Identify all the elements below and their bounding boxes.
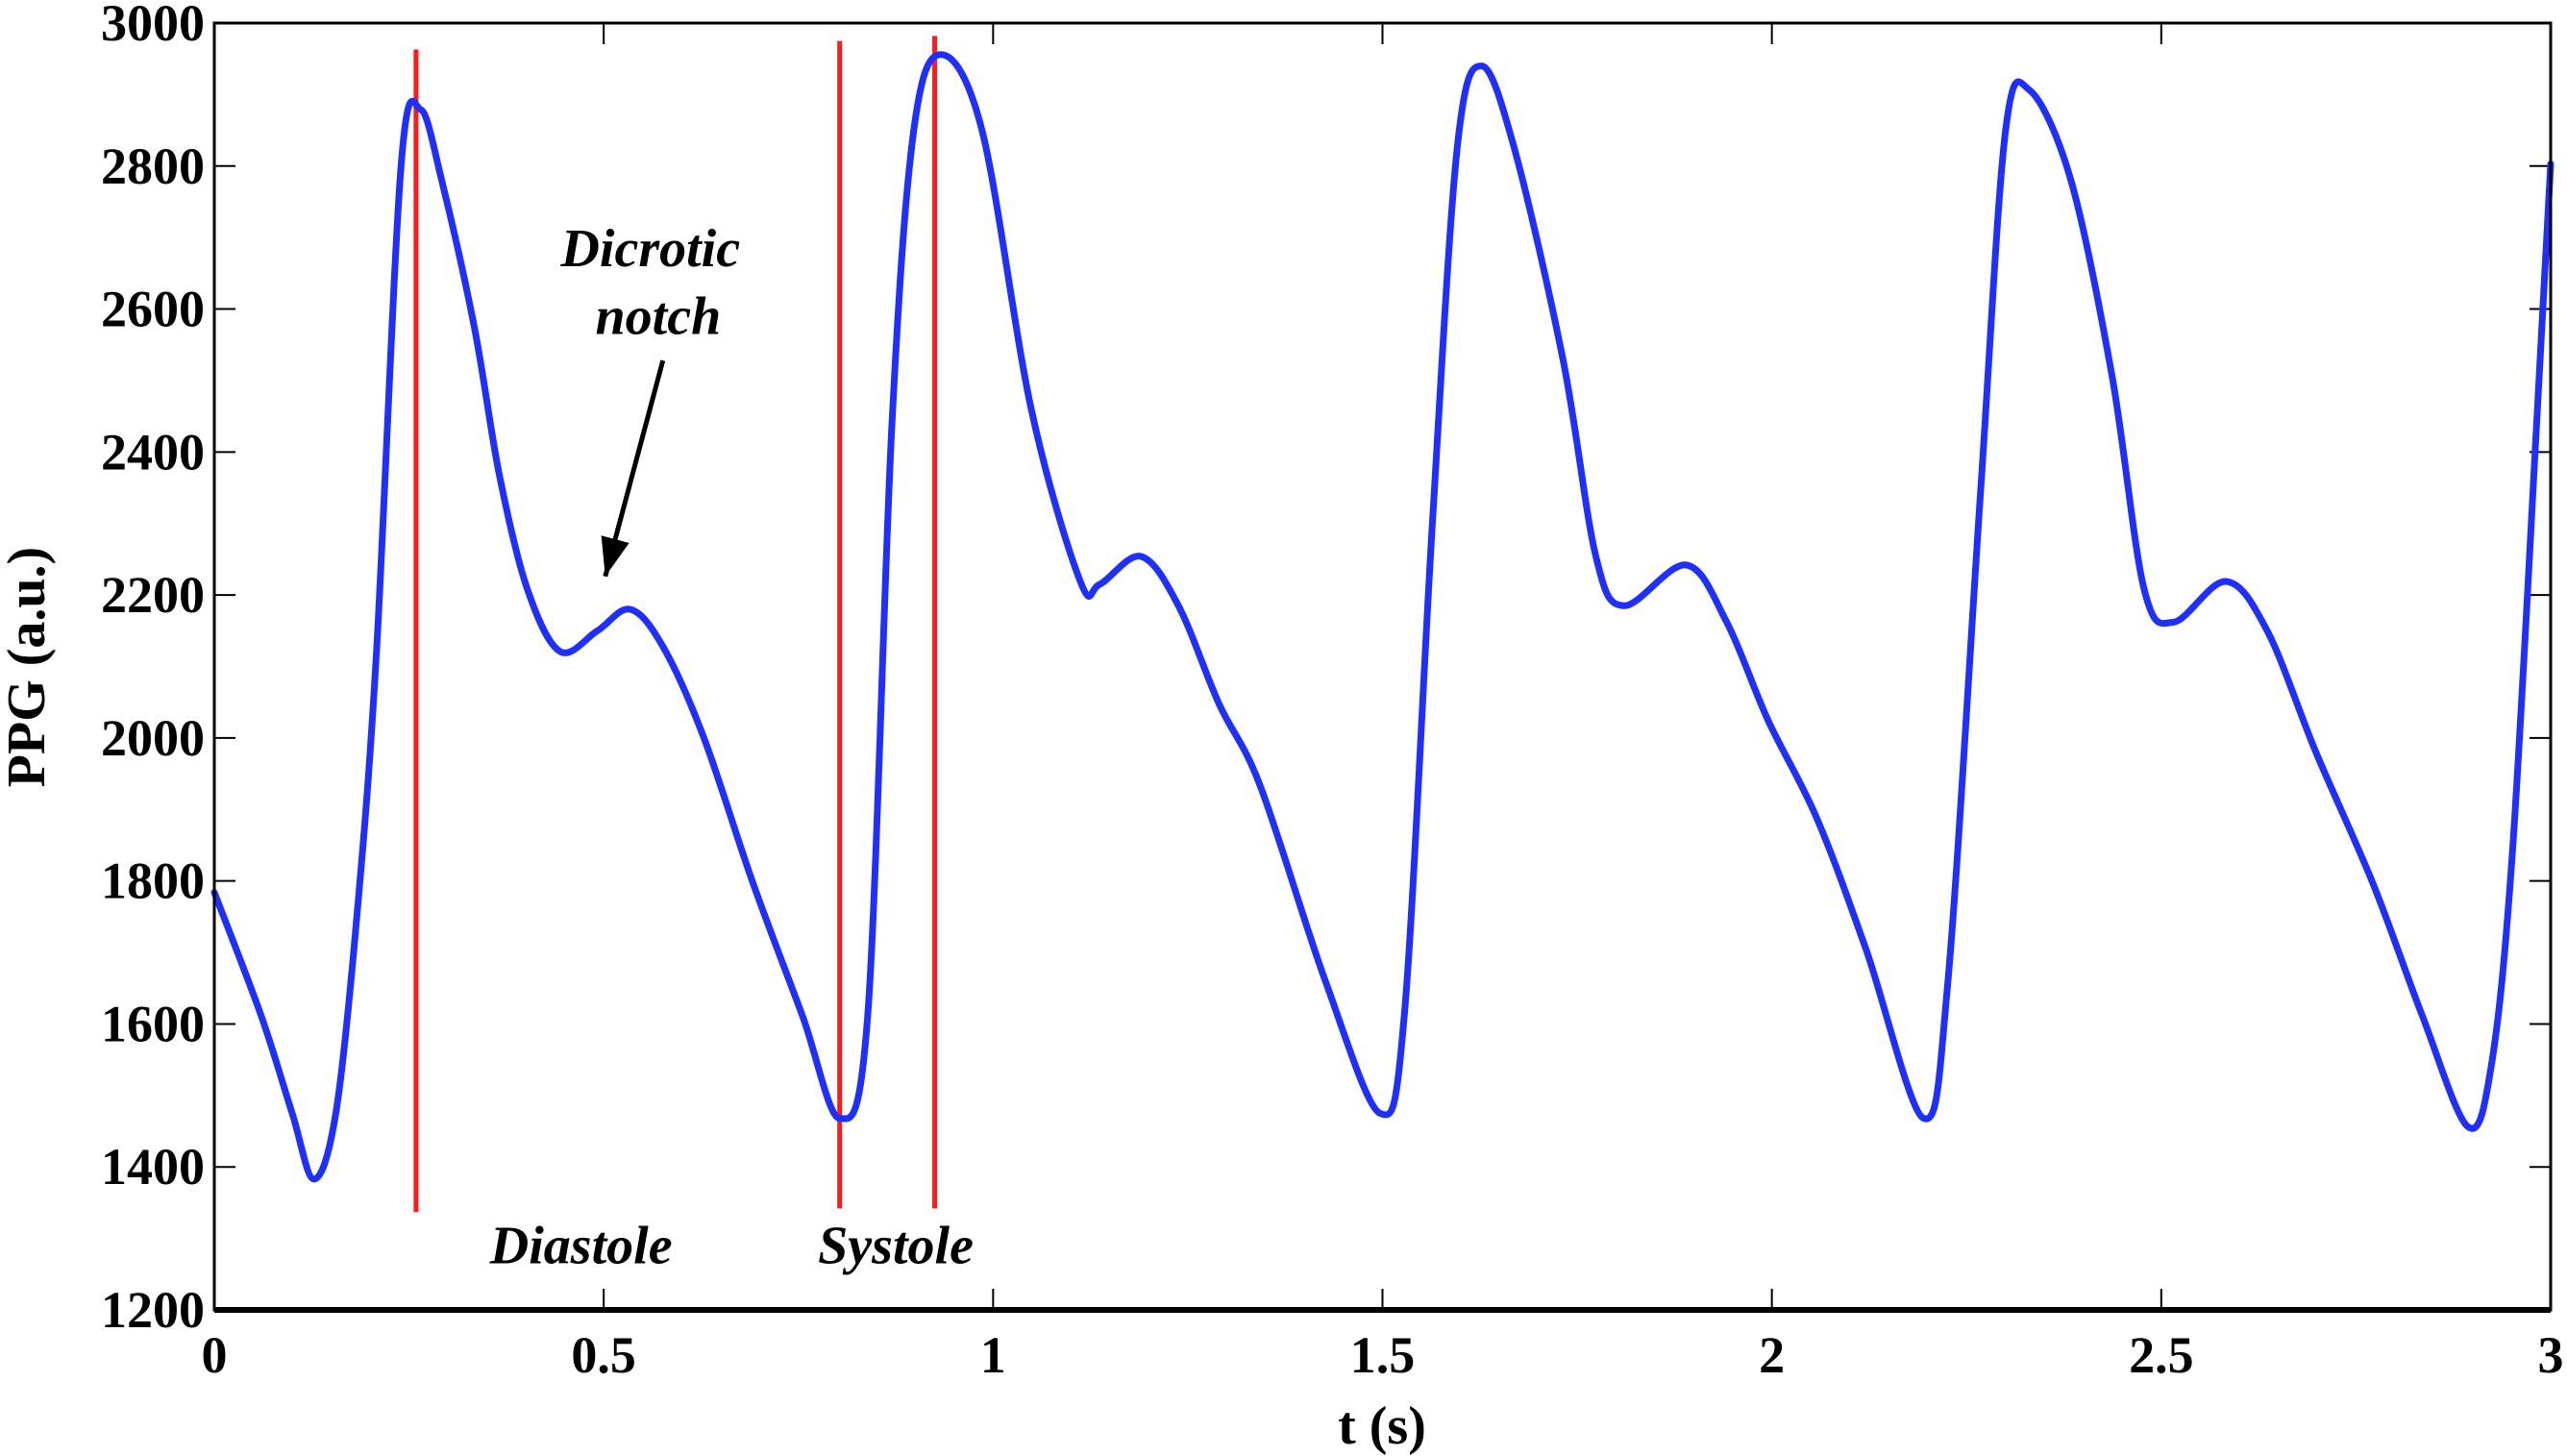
x-tick-label: 1 [980, 1326, 1006, 1384]
dicrotic-label-line1: Dicrotic [559, 219, 740, 279]
y-tick-label: 2400 [101, 423, 205, 481]
diastole-label: Diastole [489, 1217, 673, 1276]
arrow-head-icon [601, 535, 629, 577]
series-line-ppg [210, 51, 2555, 1183]
y-tick-label: 2600 [101, 281, 205, 338]
x-axis-label: t (s) [1338, 1396, 1426, 1456]
y-tick-label: 1200 [101, 1281, 205, 1339]
x-tick-label: 0 [202, 1326, 228, 1384]
x-tick-label: 0.5 [571, 1326, 636, 1384]
y-tick-label: 2000 [101, 709, 205, 767]
y-tick-label: 1600 [101, 995, 205, 1052]
systole-label: Systole [818, 1217, 974, 1276]
y-tick-label: 1400 [101, 1138, 205, 1196]
y-tick-label: 1800 [101, 852, 205, 910]
dicrotic-label-line2: notch [596, 287, 722, 347]
x-tick-label: 2.5 [2129, 1326, 2194, 1384]
y-tick-label: 2800 [101, 137, 205, 195]
x-tick-label: 2 [1759, 1326, 1785, 1384]
y-tick-label: 3000 [101, 0, 205, 52]
y-tick-label: 2200 [101, 566, 205, 624]
x-tick-label: 3 [2538, 1326, 2564, 1384]
x-tick-label: 1.5 [1350, 1326, 1416, 1384]
y-axis-label: PPG (a.u.) [0, 547, 57, 787]
